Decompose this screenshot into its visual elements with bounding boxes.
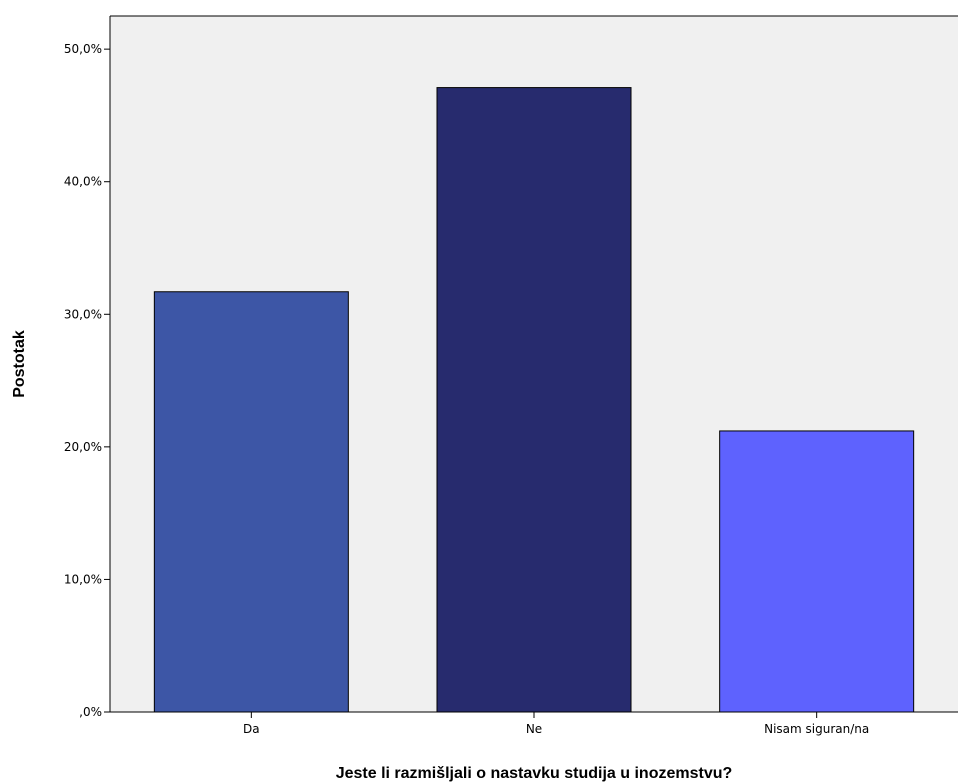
x-tick-label: Nisam siguran/na [764,722,869,736]
x-tick-label: Ne [526,722,542,736]
x-axis-title: Jeste li razmišljali o nastavku studija … [336,765,733,782]
bar-nisam-siguran-na [719,430,915,713]
y-axis-title: Postotak [11,330,28,398]
y-tick-label: ,0% [79,705,102,719]
y-tick-label: 20,0% [64,440,102,454]
y-tick-label: 40,0% [64,175,102,189]
bar-ne [436,87,632,713]
y-tick-label: 50,0% [64,42,102,56]
y-tick-label: 10,0% [64,572,102,586]
x-tick-label: Da [243,722,260,736]
bar-da [153,291,349,713]
y-tick-label: 30,0% [64,307,102,321]
